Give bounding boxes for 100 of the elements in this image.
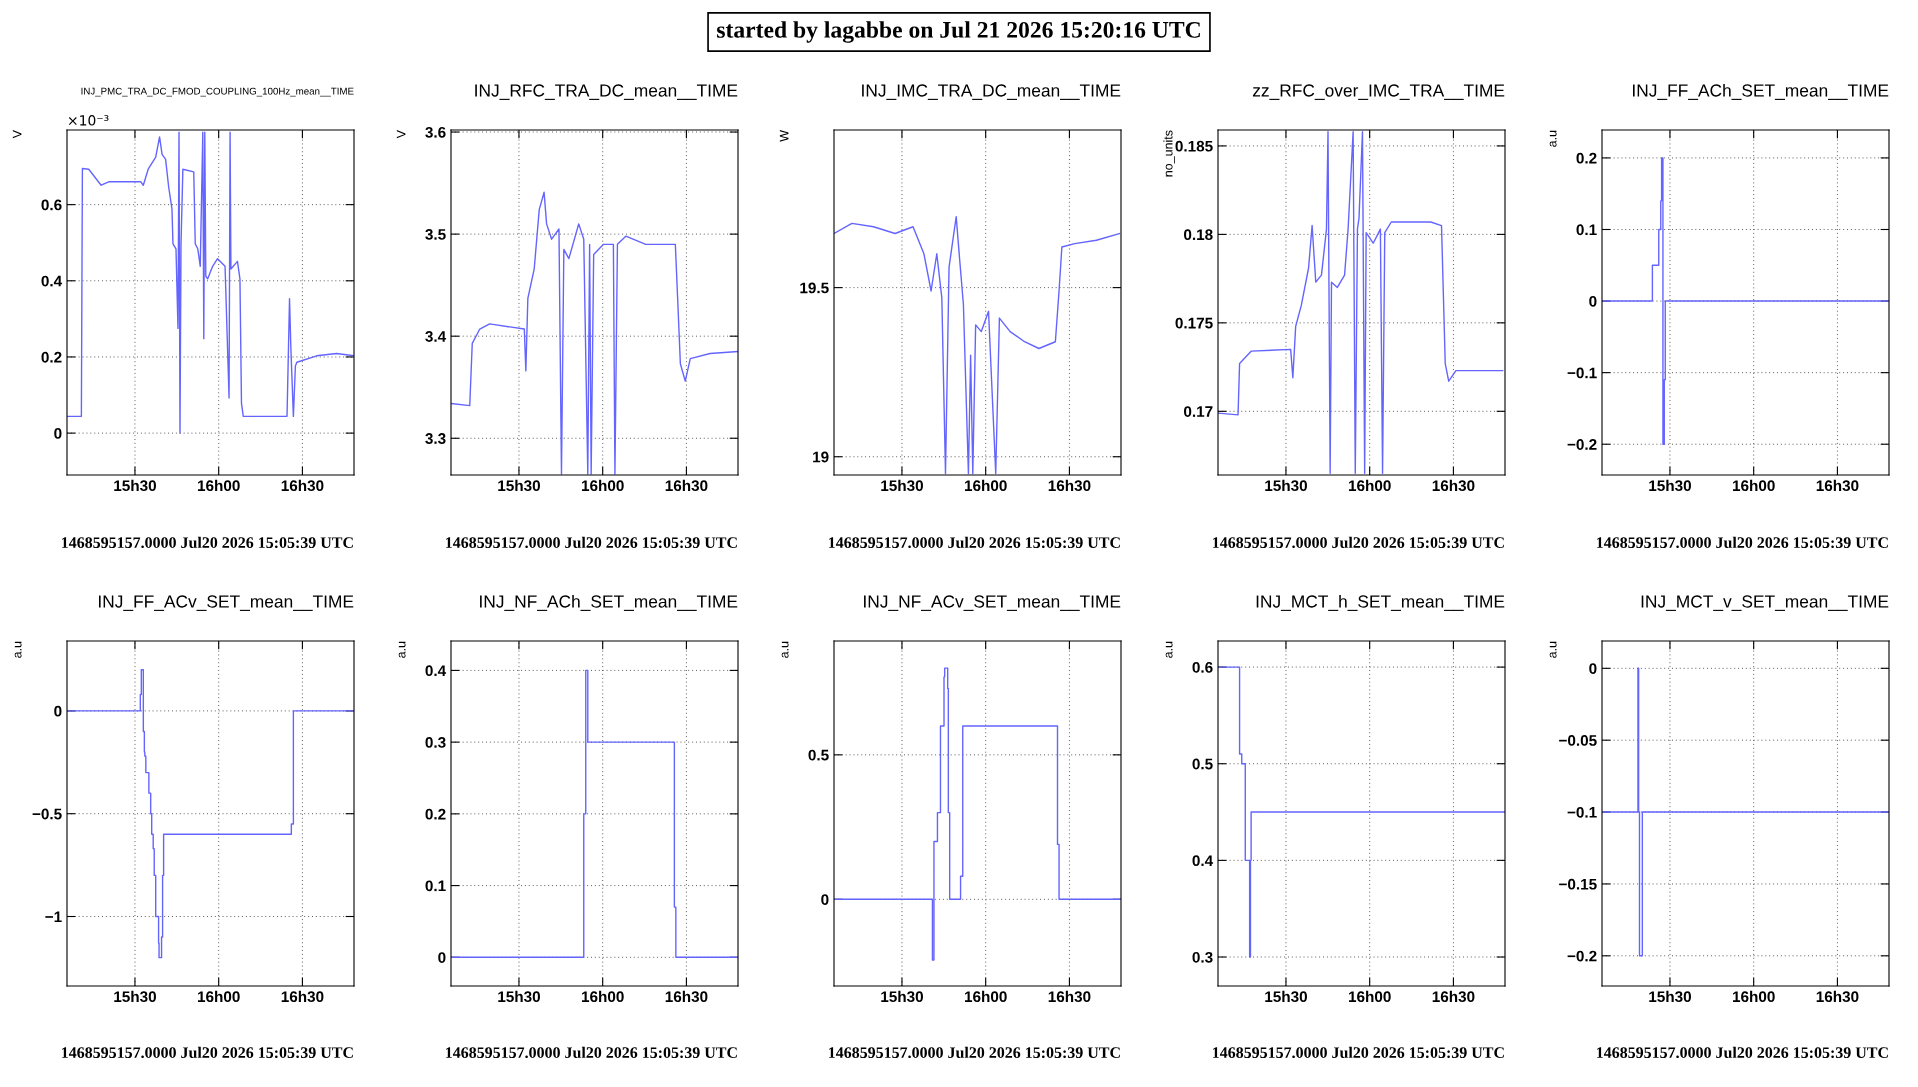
x-axis-title: 1468595157.0000 Jul20 2026 15:05:39 UTC [829,1046,1120,1059]
y-tick-label: 0 [54,427,62,439]
x-tick-label: 15h30 [881,479,923,492]
x-tick-label: 16h30 [665,990,708,1003]
y-tick-label: 0.1 [1576,224,1597,236]
y-tick-label: −0.05 [1559,735,1597,746]
y-tick-label: 0.4 [425,665,447,677]
x-tick-label: 16h30 [1048,990,1091,1003]
x-tick-label: 15h30 [114,479,156,492]
y-tick-label: 0.17 [1184,406,1213,417]
y-tick-label: 0.3 [425,737,446,748]
x-axis-title: 1468595157.0000 Jul20 2026 15:05:39 UTC [446,536,737,549]
chart-title: zz_RFC_over_IMC_TRA__TIME [1252,84,1505,100]
y-axis-title: V [396,130,406,139]
text: ×10⁻³ [68,115,109,126]
y-tick-label: 19 [813,451,829,463]
x-tick-label: 16h30 [1432,479,1475,492]
chart-title: INJ_NF_ACv_SET_mean__TIME [864,595,1121,611]
y-tick-label: −0.15 [1559,878,1597,890]
y-axis-title: a.u [1549,130,1557,147]
y-tick-label: 19.5 [800,282,829,294]
y-tick-label: 0.2 [425,808,446,820]
y-tick-label: 3.6 [425,126,446,138]
y-axis-title: a.u [1165,641,1173,658]
y-tick-label: 0.5 [1192,758,1213,770]
y-tick-label: 0.6 [41,199,62,211]
x-tick-label: 16h30 [1816,990,1859,1003]
y-tick-label: 0.2 [41,351,62,363]
chart-title: INJ_MCT_v_SET_mean__TIME [1641,595,1889,611]
x-axis-title: 1468595157.0000 Jul20 2026 15:05:39 UTC [1213,1046,1504,1059]
y-tick-label: 0.2 [1576,152,1597,164]
y-tick-label: 0 [1589,663,1597,674]
x-axis-title: 1468595157.0000 Jul20 2026 15:05:39 UTC [1597,1046,1888,1059]
y-tick-label: 0 [1589,295,1597,307]
x-tick-label: 16h00 [1732,990,1775,1003]
chart-title: INJ_FF_ACv_SET_mean__TIME [98,595,354,611]
y-tick-label: 0.4 [1192,855,1214,867]
x-tick-label: 16h00 [197,479,240,492]
y-tick-label: −0.1 [1567,806,1597,818]
y-tick-label: 0 [438,952,446,963]
x-axis-title: 1468595157.0000 Jul20 2026 15:05:39 UTC [1213,536,1504,549]
x-tick-label: 15h30 [881,990,923,1003]
chart-title: INJ_MCT_h_SET_mean__TIME [1256,594,1505,611]
x-tick-label: 16h00 [1732,479,1775,492]
y-tick-label: 3.4 [425,331,447,342]
y-tick-label: −0.5 [32,808,62,820]
y-axis-title: a.u [1549,641,1557,658]
x-tick-label: 16h30 [1432,990,1475,1003]
chart-title: INJ_NF_ACh_SET_mean__TIME [480,594,738,611]
y-tick-label: −1 [45,911,62,923]
y-tick-label: 0.1 [425,880,446,892]
chart-title: INJ_FF_ACh_SET_mean__TIME [1633,83,1889,100]
x-axis-title: 1468595157.0000 Jul20 2026 15:05:39 UTC [62,536,353,549]
x-tick-label: 15h30 [1649,990,1691,1003]
x-tick-label: 16h00 [581,479,624,492]
x-tick-label: 16h00 [1348,990,1391,1003]
x-axis-title: 1468595157.0000 Jul20 2026 15:05:39 UTC [62,1046,353,1059]
y-axis-title: no_units [1163,130,1175,177]
x-tick-label: 15h30 [1265,990,1307,1003]
x-axis-title: 1468595157.0000 Jul20 2026 15:05:39 UTC [1597,536,1888,549]
x-tick-label: 16h00 [581,990,624,1003]
y-axis-title: a.u [14,641,22,658]
y-tick-label: 3.5 [425,228,446,240]
y-tick-label: 0.185 [1175,140,1213,152]
text: started by lagabbe on Jul 21 2026 15:20:16 UTC [717,21,1200,43]
chart-title: INJ_PMC_TRA_DC_FMOD_COUPLING_100Hz_mean__TIME [81,87,354,97]
x-tick-label: 16h00 [964,479,1007,492]
y-axis-title: W [779,130,789,142]
x-tick-label: 16h00 [197,990,240,1003]
x-tick-label: 15h30 [1649,479,1691,492]
y-tick-label: 0.4 [41,275,63,287]
y-tick-label: 0.5 [808,749,829,761]
y-tick-label: 0.3 [1192,951,1213,963]
x-tick-label: 15h30 [114,990,156,1003]
chart-title: INJ_RFC_TRA_DC_mean__TIME [475,84,738,100]
x-tick-label: 15h30 [498,479,540,492]
y-tick-label: −0.2 [1567,439,1597,450]
x-tick-label: 15h30 [498,990,540,1003]
y-axis-title: a.u [781,641,789,658]
y-axis-title: a.u [398,641,406,658]
x-tick-label: 16h30 [281,990,324,1003]
line-series [1218,131,1504,474]
y-tick-label: 0.175 [1175,317,1213,329]
y-tick-label: 0.6 [1192,661,1213,673]
y-tick-label: −0.1 [1567,367,1597,379]
y-tick-label: 0 [54,705,62,717]
x-tick-label: 16h00 [1348,479,1391,492]
y-axis-title: V [12,130,22,139]
x-tick-label: 16h30 [665,479,708,492]
x-tick-label: 16h30 [1816,479,1859,492]
x-axis-title: 1468595157.0000 Jul20 2026 15:05:39 UTC [446,1046,737,1059]
x-tick-label: 16h30 [281,479,324,492]
x-tick-label: 15h30 [1265,479,1307,492]
x-axis-title: 1468595157.0000 Jul20 2026 15:05:39 UTC [829,536,1120,549]
x-tick-label: 16h30 [1048,479,1091,492]
y-tick-label: 3.3 [425,433,446,444]
x-tick-label: 16h00 [964,990,1007,1003]
y-tick-label: −0.2 [1567,950,1597,962]
y-tick-label: 0 [821,894,829,905]
y-tick-label: 0.18 [1184,229,1213,241]
